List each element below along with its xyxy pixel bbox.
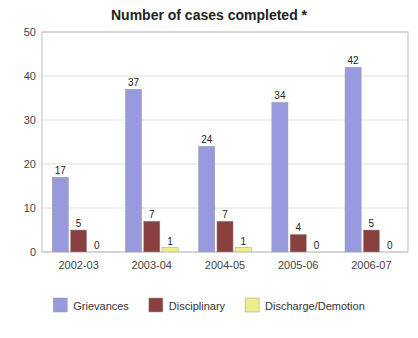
y-tick-label: 10 (24, 202, 36, 214)
bar (144, 221, 160, 252)
x-tick-label: 2002-03 (58, 259, 98, 271)
data-label: 7 (149, 209, 155, 220)
bar (308, 252, 324, 253)
data-labels: 17 5 0 37 7 1 24 7 1 34 4 0 42 5 0 (55, 55, 393, 251)
bars (52, 67, 379, 252)
data-label: 42 (348, 55, 360, 66)
data-label: 0 (387, 240, 393, 251)
data-label: 34 (274, 90, 286, 101)
bar (89, 252, 105, 253)
bar (217, 221, 233, 252)
bar (345, 67, 361, 252)
legend-swatch (53, 298, 67, 312)
data-label: 37 (128, 77, 140, 88)
data-label: 24 (201, 134, 213, 145)
data-label: 5 (76, 218, 82, 229)
legend-label: Grievances (73, 300, 129, 312)
bar (272, 102, 288, 252)
chart: Number of cases completed *0102030405017… (0, 0, 418, 338)
data-label: 0 (94, 240, 100, 251)
x-tick-label: 2005-06 (278, 259, 318, 271)
data-label: 1 (167, 236, 173, 247)
data-label: 0 (314, 240, 320, 251)
bar (52, 177, 68, 252)
plot-frame (42, 32, 408, 252)
title: Number of cases completed * (111, 7, 308, 23)
bar (199, 146, 215, 252)
bar (363, 230, 379, 252)
data-label: 17 (55, 165, 67, 176)
legend-label: Disciplinary (169, 300, 226, 312)
bar (290, 234, 306, 252)
legend-swatch (245, 298, 259, 312)
bar (162, 248, 178, 252)
legend: Grievances Disciplinary Discharge/Demotion (53, 298, 365, 312)
bar (382, 252, 398, 253)
y-tick-label: 30 (24, 114, 36, 126)
y-tick-label: 40 (24, 70, 36, 82)
x-tick-label: 2004-05 (205, 259, 245, 271)
legend-item: Disciplinary (149, 298, 226, 312)
y-tick-label: 0 (30, 246, 36, 258)
data-label: 5 (369, 218, 375, 229)
data-label: 4 (295, 222, 301, 233)
legend-item: Grievances (53, 298, 129, 312)
y-tick-label: 20 (24, 158, 36, 170)
legend-label: Discharge/Demotion (265, 300, 365, 312)
y-tick-label: 50 (24, 26, 36, 38)
bar (235, 248, 251, 252)
bar (125, 89, 141, 252)
x-tick-label: 2006-07 (351, 259, 391, 271)
x-tick-label: 2003-04 (132, 259, 172, 271)
legend-item: Discharge/Demotion (245, 298, 365, 312)
data-label: 7 (222, 209, 228, 220)
data-label: 1 (241, 236, 247, 247)
bar (71, 230, 87, 252)
legend-swatch (149, 298, 163, 312)
